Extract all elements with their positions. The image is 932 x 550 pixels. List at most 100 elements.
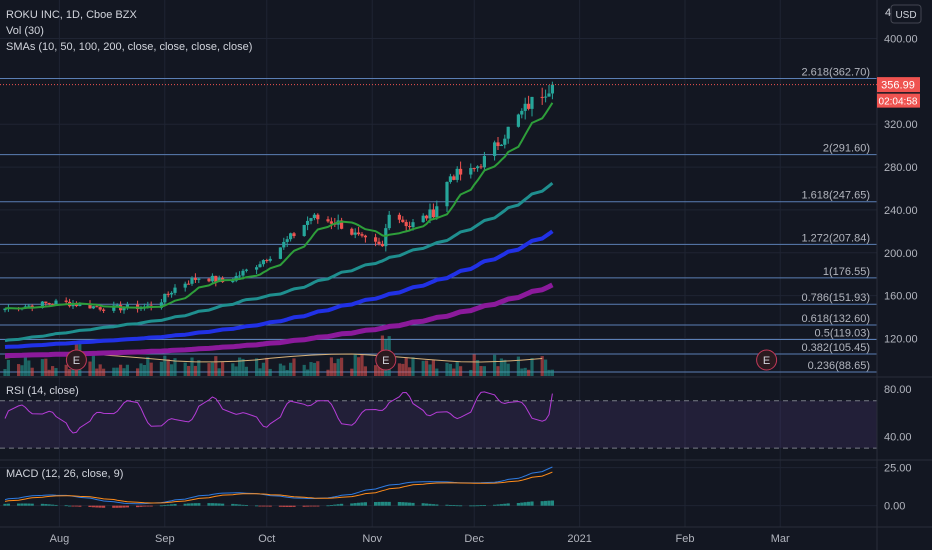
candle-body bbox=[520, 110, 524, 115]
candle-body bbox=[193, 277, 197, 280]
candle-body bbox=[425, 215, 429, 219]
candle-body bbox=[384, 228, 388, 247]
macd-histogram-bar bbox=[231, 503, 235, 506]
price-axis[interactable]: 120.00 160.00 200.00 240.00 280.00 320.00 400.… bbox=[884, 34, 918, 513]
macd-histogram-bar bbox=[476, 505, 480, 507]
volume-bar bbox=[459, 366, 463, 376]
macd-histogram-bar bbox=[78, 505, 82, 507]
macd-histogram-bar bbox=[550, 500, 554, 506]
volume-bar bbox=[119, 364, 123, 376]
candle-body bbox=[163, 293, 167, 303]
volume-bar bbox=[425, 360, 429, 376]
macd-histogram-bar bbox=[312, 505, 316, 507]
sma-50-line[interactable] bbox=[4, 181, 554, 343]
candle-body bbox=[98, 307, 102, 310]
fib-level-label: 1.272(207.84) bbox=[802, 232, 871, 244]
candle-body bbox=[428, 209, 432, 219]
macd-histogram-bar bbox=[217, 503, 221, 506]
macd-histogram-bar bbox=[71, 505, 75, 507]
volume-bar bbox=[445, 362, 449, 376]
candle-body bbox=[329, 221, 333, 224]
rsi-band bbox=[0, 400, 877, 449]
macd-histogram-bar bbox=[459, 505, 463, 507]
macd-histogram-bar bbox=[397, 501, 401, 506]
volume-bar bbox=[6, 359, 10, 376]
candle-body bbox=[183, 283, 187, 288]
macd-histogram-bar bbox=[265, 505, 269, 507]
candle-body bbox=[54, 300, 58, 305]
volume-bar bbox=[292, 358, 296, 376]
macd-histogram-bar bbox=[530, 501, 534, 506]
volume-bar bbox=[122, 368, 126, 376]
candle-body bbox=[40, 301, 44, 308]
volume-bar bbox=[357, 357, 361, 376]
candle-body bbox=[445, 181, 449, 207]
volume-bar bbox=[278, 363, 282, 376]
price-tick-label: 120.00 bbox=[884, 333, 918, 345]
macd-histogram-bar bbox=[142, 505, 146, 507]
volume-bar bbox=[316, 361, 320, 376]
time-tick-label: Dec bbox=[464, 533, 484, 545]
volume-bar bbox=[326, 369, 330, 376]
volume-bar bbox=[520, 368, 524, 376]
macd-histogram-bar bbox=[285, 505, 289, 507]
sma-legend[interactable]: SMAs (10, 50, 100, 200, close, close, cl… bbox=[6, 41, 252, 53]
last-price-value: 356.99 bbox=[881, 80, 915, 92]
rsi-legend[interactable]: RSI (14, close) bbox=[6, 385, 79, 397]
macd-histogram-bar bbox=[547, 500, 551, 506]
candle-body bbox=[207, 278, 211, 282]
macd-histogram-bar bbox=[238, 504, 242, 506]
candle-body bbox=[316, 214, 320, 220]
macd-histogram-bar bbox=[51, 504, 55, 506]
macd-histogram-bar bbox=[292, 505, 296, 507]
fib-level-labels: 2.618(362.70) 2(291.60) 1.618(247.65) 1.272… bbox=[802, 67, 871, 373]
volume-bar bbox=[499, 358, 503, 376]
macd-histogram-bar bbox=[170, 504, 174, 506]
earnings-marker[interactable] bbox=[65, 349, 87, 371]
volume-bar bbox=[397, 363, 401, 376]
volume-bar bbox=[255, 358, 259, 376]
volume-legend[interactable]: Vol (30) bbox=[6, 25, 44, 37]
earnings-marker[interactable] bbox=[756, 349, 778, 371]
currency-button[interactable] bbox=[890, 4, 922, 24]
candle-body bbox=[353, 232, 357, 235]
macd-histogram-bar bbox=[74, 505, 78, 507]
macd-histogram-bar bbox=[282, 505, 286, 507]
sma-10-line[interactable] bbox=[4, 102, 554, 310]
macd-histogram-bar bbox=[421, 503, 425, 506]
volume-bar bbox=[428, 364, 432, 376]
candle-body bbox=[527, 103, 531, 109]
volume-bar bbox=[455, 361, 459, 376]
volume-bar bbox=[435, 368, 439, 376]
macd-tick-label: 25.00 bbox=[884, 463, 912, 475]
symbol-title[interactable]: ROKU INC, 1D, Cboe BZX bbox=[6, 9, 137, 21]
candle-body bbox=[265, 260, 269, 262]
candle-body bbox=[476, 166, 480, 169]
time-axis[interactable]: Aug Sep Oct Nov Dec 2021 Feb Mar bbox=[50, 533, 790, 545]
volume-bar bbox=[190, 357, 194, 376]
volume-bar bbox=[516, 356, 520, 376]
time-tick-label: Oct bbox=[258, 533, 275, 545]
macd-histogram-bar bbox=[455, 505, 459, 507]
macd-histogram-bar bbox=[360, 502, 364, 506]
macd-histogram-bar bbox=[122, 505, 126, 508]
macd-histogram-bar bbox=[278, 505, 282, 507]
candle-body bbox=[289, 233, 293, 240]
macd-histogram-bar bbox=[377, 501, 381, 506]
candle-body bbox=[448, 176, 452, 182]
macd-signal-line[interactable] bbox=[4, 471, 553, 504]
sma-200-line[interactable] bbox=[4, 282, 554, 359]
macd-histogram-bar bbox=[40, 503, 44, 506]
macd-legend[interactable]: MACD (12, 26, close, 9) bbox=[6, 468, 123, 480]
fib-level-label: 2(291.60) bbox=[823, 143, 870, 155]
macd-histogram-bar bbox=[289, 505, 293, 507]
earnings-marker[interactable] bbox=[375, 349, 397, 371]
volume-bar bbox=[408, 367, 412, 376]
rsi-line[interactable] bbox=[4, 391, 553, 434]
sma-100-line[interactable] bbox=[4, 229, 554, 349]
volume-bar bbox=[20, 365, 24, 376]
candle-body bbox=[309, 218, 313, 221]
earnings-marker-label: E bbox=[763, 355, 770, 367]
candle-body bbox=[544, 96, 548, 98]
